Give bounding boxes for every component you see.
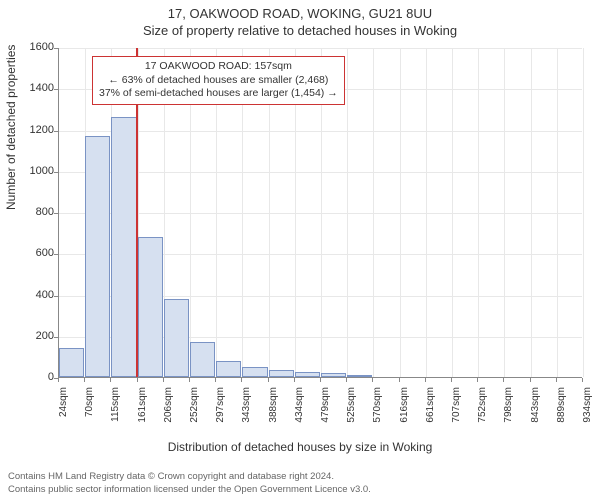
grid-line bbox=[400, 48, 401, 377]
histogram-bar bbox=[85, 136, 110, 377]
y-tick-label: 1000 bbox=[14, 165, 54, 177]
histogram-bar bbox=[321, 373, 346, 377]
grid-line bbox=[478, 48, 479, 377]
y-tick-label: 800 bbox=[14, 206, 54, 218]
x-tick-label: 479sqm bbox=[320, 387, 331, 437]
histogram-bar bbox=[59, 348, 84, 377]
x-tick-label: 707sqm bbox=[451, 387, 462, 437]
x-tick-mark bbox=[294, 378, 295, 382]
x-tick-mark bbox=[451, 378, 452, 382]
x-tick-mark bbox=[503, 378, 504, 382]
y-tick-mark bbox=[54, 213, 58, 214]
chart-subtitle: Size of property relative to detached ho… bbox=[0, 21, 600, 38]
grid-line bbox=[347, 48, 348, 377]
x-tick-mark bbox=[425, 378, 426, 382]
histogram-bar bbox=[269, 370, 294, 377]
y-tick-mark bbox=[54, 48, 58, 49]
annotation-box: 17 OAKWOOD ROAD: 157sqm ← 63% of detache… bbox=[92, 56, 345, 105]
histogram-bar bbox=[164, 299, 189, 377]
x-tick-label: 206sqm bbox=[163, 387, 174, 437]
grid-line bbox=[583, 48, 584, 377]
x-tick-label: 616sqm bbox=[399, 387, 410, 437]
chart-container: 17, OAKWOOD ROAD, WOKING, GU21 8UU Size … bbox=[0, 0, 600, 500]
x-tick-label: 115sqm bbox=[110, 387, 121, 437]
x-tick-label: 70sqm bbox=[84, 387, 95, 437]
y-tick-mark bbox=[54, 131, 58, 132]
x-tick-label: 934sqm bbox=[582, 387, 593, 437]
x-tick-label: 343sqm bbox=[241, 387, 252, 437]
x-tick-mark bbox=[189, 378, 190, 382]
footer-attribution: Contains HM Land Registry data © Crown c… bbox=[8, 471, 592, 496]
x-tick-mark bbox=[137, 378, 138, 382]
x-tick-mark bbox=[372, 378, 373, 382]
x-tick-label: 388sqm bbox=[268, 387, 279, 437]
x-tick-mark bbox=[320, 378, 321, 382]
x-tick-mark bbox=[582, 378, 583, 382]
x-tick-mark bbox=[58, 378, 59, 382]
y-tick-label: 200 bbox=[14, 330, 54, 342]
x-tick-mark bbox=[163, 378, 164, 382]
x-tick-label: 525sqm bbox=[346, 387, 357, 437]
histogram-bar bbox=[216, 361, 241, 378]
x-tick-label: 434sqm bbox=[294, 387, 305, 437]
x-tick-mark bbox=[556, 378, 557, 382]
x-tick-mark bbox=[241, 378, 242, 382]
x-tick-label: 843sqm bbox=[530, 387, 541, 437]
grid-line bbox=[531, 48, 532, 377]
x-tick-label: 889sqm bbox=[556, 387, 567, 437]
x-tick-label: 661sqm bbox=[425, 387, 436, 437]
histogram-bar bbox=[138, 237, 163, 377]
y-tick-mark bbox=[54, 89, 58, 90]
grid-line bbox=[426, 48, 427, 377]
histogram-bar bbox=[242, 367, 267, 377]
x-axis-label: Distribution of detached houses by size … bbox=[0, 440, 600, 454]
x-tick-mark bbox=[268, 378, 269, 382]
annotation-line: 17 OAKWOOD ROAD: 157sqm bbox=[99, 60, 338, 74]
footer-line: Contains HM Land Registry data © Crown c… bbox=[8, 471, 592, 483]
x-tick-mark bbox=[110, 378, 111, 382]
y-tick-mark bbox=[54, 337, 58, 338]
annotation-line: ← 63% of detached houses are smaller (2,… bbox=[99, 74, 338, 88]
y-tick-label: 0 bbox=[14, 371, 54, 383]
annotation-line: 37% of semi-detached houses are larger (… bbox=[99, 87, 338, 101]
histogram-bar bbox=[347, 375, 372, 377]
y-tick-mark bbox=[54, 296, 58, 297]
x-tick-label: 752sqm bbox=[477, 387, 488, 437]
y-tick-label: 1600 bbox=[14, 41, 54, 53]
y-tick-label: 400 bbox=[14, 289, 54, 301]
x-tick-mark bbox=[215, 378, 216, 382]
y-tick-label: 600 bbox=[14, 247, 54, 259]
footer-line: Contains public sector information licen… bbox=[8, 484, 592, 496]
x-tick-mark bbox=[84, 378, 85, 382]
x-tick-mark bbox=[346, 378, 347, 382]
histogram-bar bbox=[111, 117, 136, 377]
grid-line bbox=[373, 48, 374, 377]
y-tick-mark bbox=[54, 254, 58, 255]
histogram-bar bbox=[190, 342, 215, 377]
x-tick-mark bbox=[399, 378, 400, 382]
grid-line bbox=[452, 48, 453, 377]
x-tick-label: 570sqm bbox=[372, 387, 383, 437]
x-tick-mark bbox=[477, 378, 478, 382]
x-tick-label: 252sqm bbox=[189, 387, 200, 437]
grid-line bbox=[557, 48, 558, 377]
x-tick-label: 798sqm bbox=[503, 387, 514, 437]
x-tick-label: 161sqm bbox=[137, 387, 148, 437]
y-tick-mark bbox=[54, 172, 58, 173]
y-tick-label: 1400 bbox=[14, 82, 54, 94]
y-tick-label: 1200 bbox=[14, 124, 54, 136]
chart-title: 17, OAKWOOD ROAD, WOKING, GU21 8UU bbox=[0, 0, 600, 21]
histogram-bar bbox=[295, 372, 320, 377]
x-tick-mark bbox=[530, 378, 531, 382]
x-tick-label: 297sqm bbox=[215, 387, 226, 437]
x-tick-label: 24sqm bbox=[58, 387, 69, 437]
grid-line bbox=[504, 48, 505, 377]
